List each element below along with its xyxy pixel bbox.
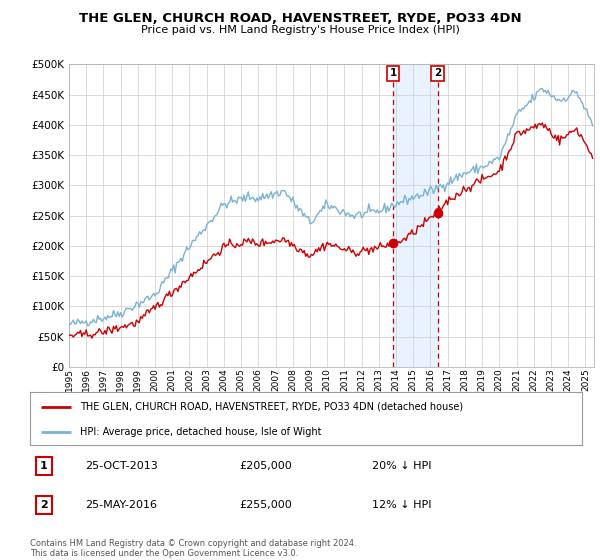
Text: Price paid vs. HM Land Registry's House Price Index (HPI): Price paid vs. HM Land Registry's House …	[140, 25, 460, 35]
Bar	[393, 64, 438, 367]
Text: 25-OCT-2013: 25-OCT-2013	[85, 461, 158, 471]
Text: 1: 1	[40, 461, 47, 471]
Text: £255,000: £255,000	[240, 500, 293, 510]
Text: 2: 2	[40, 500, 47, 510]
Text: 1: 1	[389, 68, 397, 78]
Text: £205,000: £205,000	[240, 461, 293, 471]
Text: 2: 2	[434, 68, 442, 78]
Text: HPI: Average price, detached house, Isle of Wight: HPI: Average price, detached house, Isle…	[80, 427, 321, 437]
Text: 25-MAY-2016: 25-MAY-2016	[85, 500, 157, 510]
Text: THE GLEN, CHURCH ROAD, HAVENSTREET, RYDE, PO33 4DN (detached house): THE GLEN, CHURCH ROAD, HAVENSTREET, RYDE…	[80, 402, 463, 412]
Text: 12% ↓ HPI: 12% ↓ HPI	[372, 500, 432, 510]
Text: 20% ↓ HPI: 20% ↓ HPI	[372, 461, 432, 471]
Text: Contains HM Land Registry data © Crown copyright and database right 2024.
This d: Contains HM Land Registry data © Crown c…	[30, 539, 356, 558]
Text: THE GLEN, CHURCH ROAD, HAVENSTREET, RYDE, PO33 4DN: THE GLEN, CHURCH ROAD, HAVENSTREET, RYDE…	[79, 12, 521, 25]
